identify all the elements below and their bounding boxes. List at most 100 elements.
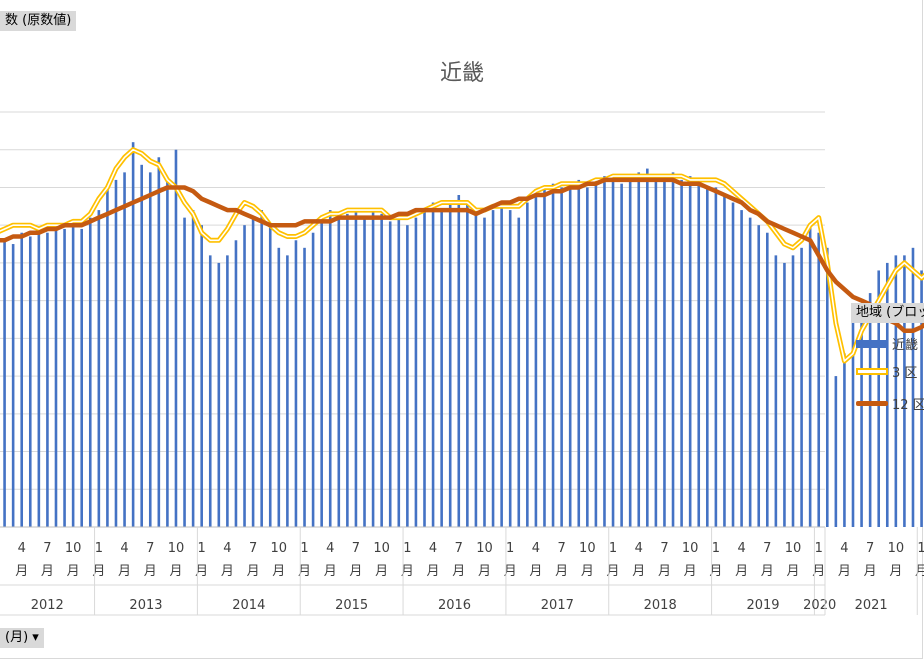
- bar: [123, 172, 126, 527]
- year-label: 2021: [855, 598, 888, 613]
- month-unit-label: 月: [92, 564, 105, 579]
- month-tick-label: 4: [429, 541, 437, 556]
- bar: [20, 232, 24, 527]
- bar: [620, 183, 623, 527]
- bar: [834, 376, 838, 527]
- bar: [714, 187, 718, 528]
- month-unit-label: 月: [607, 564, 620, 579]
- month-unit-label: 月: [787, 564, 800, 579]
- bar: [97, 210, 101, 527]
- bar: [268, 225, 272, 527]
- month-unit-label: 月: [144, 564, 157, 579]
- bar: [80, 228, 83, 528]
- month-unit-label: 月: [684, 564, 697, 579]
- bar: [457, 195, 461, 527]
- bar: [654, 179, 658, 527]
- month-unit-label: 月: [221, 564, 234, 579]
- month-unit-label: 月: [812, 564, 825, 579]
- bar: [320, 217, 323, 528]
- bar: [397, 213, 401, 527]
- bar: [174, 149, 178, 527]
- legend-label: 12 区: [892, 398, 924, 413]
- bar: [894, 255, 898, 527]
- month-unit-label: 月: [401, 564, 414, 579]
- month-tick-label: 7: [249, 541, 257, 556]
- bar: [491, 210, 495, 527]
- bar: [251, 217, 255, 528]
- bar: [706, 187, 709, 528]
- bar: [680, 179, 683, 527]
- month-unit-label: 月: [41, 564, 54, 579]
- bar: [860, 308, 863, 527]
- bar: [817, 232, 821, 527]
- bar: [183, 217, 186, 528]
- bar: [740, 210, 743, 527]
- bar: [526, 202, 529, 527]
- bar: [286, 255, 289, 527]
- chart-title: 近畿: [439, 61, 484, 86]
- bar: [748, 217, 752, 528]
- month-unit-label: 月: [761, 564, 774, 579]
- bar-series: [3, 142, 923, 528]
- x-axis: 4月7月10月1月4月7月10月1月4月7月10月1月4月7月10月1月4月7月…: [0, 526, 924, 616]
- year-label: 2013: [129, 598, 162, 613]
- month-tick-label: 7: [557, 541, 565, 556]
- month-unit-label: 月: [504, 564, 517, 579]
- bar: [148, 172, 152, 527]
- bar: [328, 210, 332, 527]
- bar: [131, 142, 135, 527]
- bar: [628, 179, 632, 527]
- month-tick-label: 4: [326, 541, 334, 556]
- month-unit-label: 月: [349, 564, 362, 579]
- bar: [808, 225, 812, 527]
- bar: [414, 217, 418, 528]
- bar: [234, 240, 238, 528]
- value-field-button[interactable]: 数 (原数値): [0, 11, 77, 31]
- month-unit-label: 月: [915, 564, 924, 579]
- bar: [851, 308, 855, 527]
- month-tick-label: 10: [373, 541, 390, 556]
- bar: [337, 217, 341, 528]
- bar: [346, 213, 349, 527]
- bar: [568, 183, 572, 527]
- year-label: 2020: [803, 598, 836, 613]
- month-tick-label: 1: [917, 541, 924, 556]
- month-tick-label: 7: [660, 541, 668, 556]
- month-tick-label: 10: [888, 541, 905, 556]
- bar: [63, 228, 66, 528]
- bar: [603, 176, 606, 528]
- legend-field-button[interactable]: 地域 (ブロッ: [851, 303, 924, 323]
- bar: [577, 179, 581, 527]
- bar: [517, 217, 521, 528]
- bar: [723, 195, 726, 527]
- bar: [671, 172, 675, 527]
- month-tick-label: 1: [95, 541, 103, 556]
- month-unit-label: 月: [375, 564, 388, 579]
- month-tick-label: 1: [403, 541, 411, 556]
- bar: [560, 187, 563, 528]
- month-unit-label: 月: [427, 564, 440, 579]
- bar: [106, 187, 109, 528]
- legend-key-bar: [856, 339, 888, 348]
- legend-item-kinki: 近畿: [856, 334, 918, 353]
- bar: [388, 221, 392, 527]
- month-unit-label: 月: [298, 564, 311, 579]
- month-tick-label: 1: [815, 541, 823, 556]
- month-tick-label: 1: [506, 541, 514, 556]
- bar: [294, 240, 298, 528]
- bar: [440, 210, 443, 527]
- bar: [157, 157, 161, 528]
- legend-item-12ku: 12 区: [856, 394, 924, 413]
- bar: [903, 255, 906, 527]
- month-unit-label: 月: [247, 564, 260, 579]
- bar: [594, 179, 598, 527]
- month-tick-label: 1: [712, 541, 720, 556]
- bar: [277, 247, 281, 527]
- month-unit-label: 月: [658, 564, 671, 579]
- bar: [534, 195, 538, 527]
- bar: [500, 202, 503, 527]
- date-field-button[interactable]: (月) ▾: [0, 628, 44, 648]
- month-unit-label: 月: [272, 564, 285, 579]
- bar: [217, 262, 221, 527]
- bar: [423, 210, 426, 527]
